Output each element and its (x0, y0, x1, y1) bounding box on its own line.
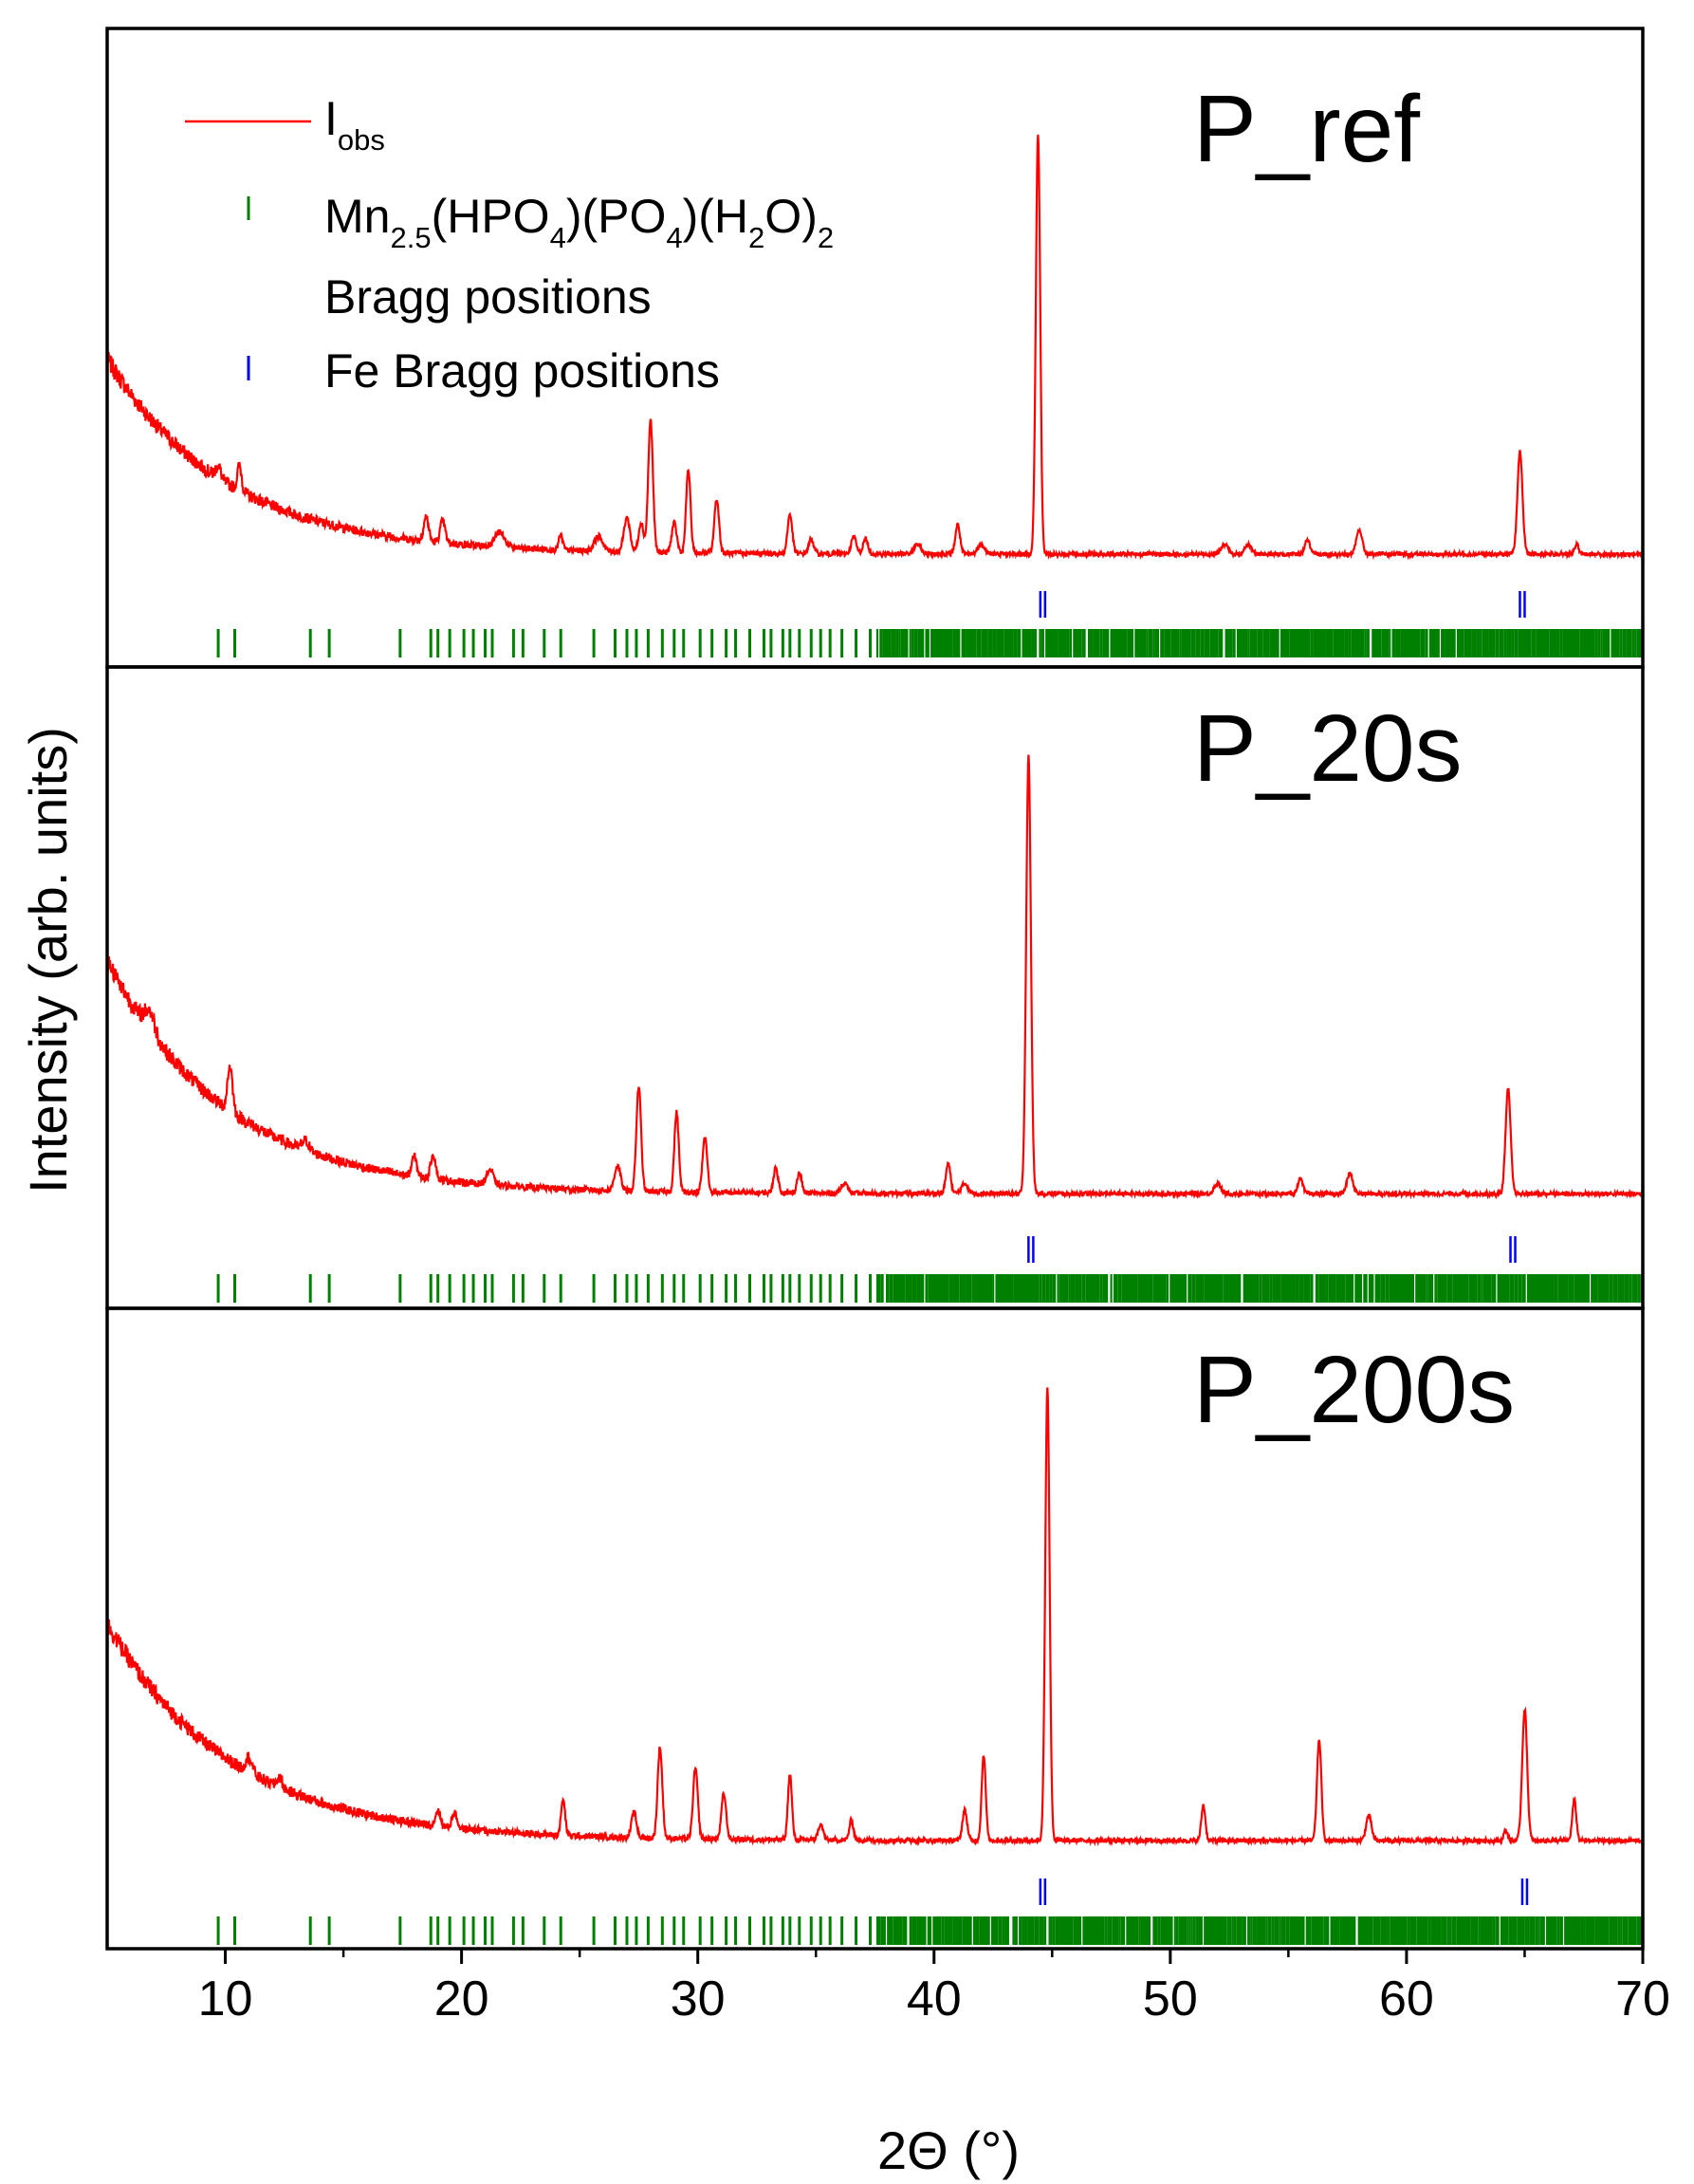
legend-obs-label: Iobs (324, 92, 385, 157)
panel-label: P_20s (1193, 695, 1463, 802)
x-tick-label: 30 (671, 1971, 726, 2027)
observed-pattern-line (106, 1387, 1645, 1847)
legend-phase-label: Mn2.5(HPO4)(PO4)(H2O)2 (324, 190, 834, 254)
legend-fe-label: Fe Bragg positions (324, 344, 720, 398)
observed-pattern-line (105, 754, 1645, 1200)
x-tick-label: 10 (198, 1971, 253, 2027)
panel-label: P_200s (1193, 1337, 1515, 1443)
legend: Iobs Mn2.5(HPO4)(PO4)(H2O)2 Bragg position… (185, 92, 834, 398)
x-tick-label: 70 (1615, 1971, 1670, 2027)
legend-phase-label-line2: Bragg positions (324, 270, 652, 324)
axes-frame (105, 27, 1645, 1951)
x-ticks: 10 20 30 40 50 60 70 (198, 1949, 1670, 2027)
x-tick-label: 60 (1379, 1971, 1434, 2027)
x-tick-label: 20 (434, 1971, 489, 2027)
panel-frame (105, 1306, 1645, 1951)
panels: P_ref P_20s P_200s (105, 76, 1645, 1945)
x-tick-label: 40 (907, 1971, 962, 2027)
phase-bragg-ticks (216, 1916, 1642, 1945)
panel-p-ref: P_ref (105, 76, 1645, 657)
observed-pattern-line (105, 134, 1645, 561)
panel-p-200s: P_200s (106, 1337, 1645, 1945)
x-tick-label: 50 (1143, 1971, 1198, 2027)
y-axis-label: Intensity (arb. units) (18, 727, 78, 1194)
panel-p-20s: P_20s (105, 695, 1645, 1303)
x-axis-label: 2Θ (°) (877, 2120, 1020, 2180)
panel-label: P_ref (1193, 76, 1420, 182)
phase-bragg-ticks (216, 629, 1643, 657)
phase-bragg-ticks (216, 1274, 1643, 1303)
